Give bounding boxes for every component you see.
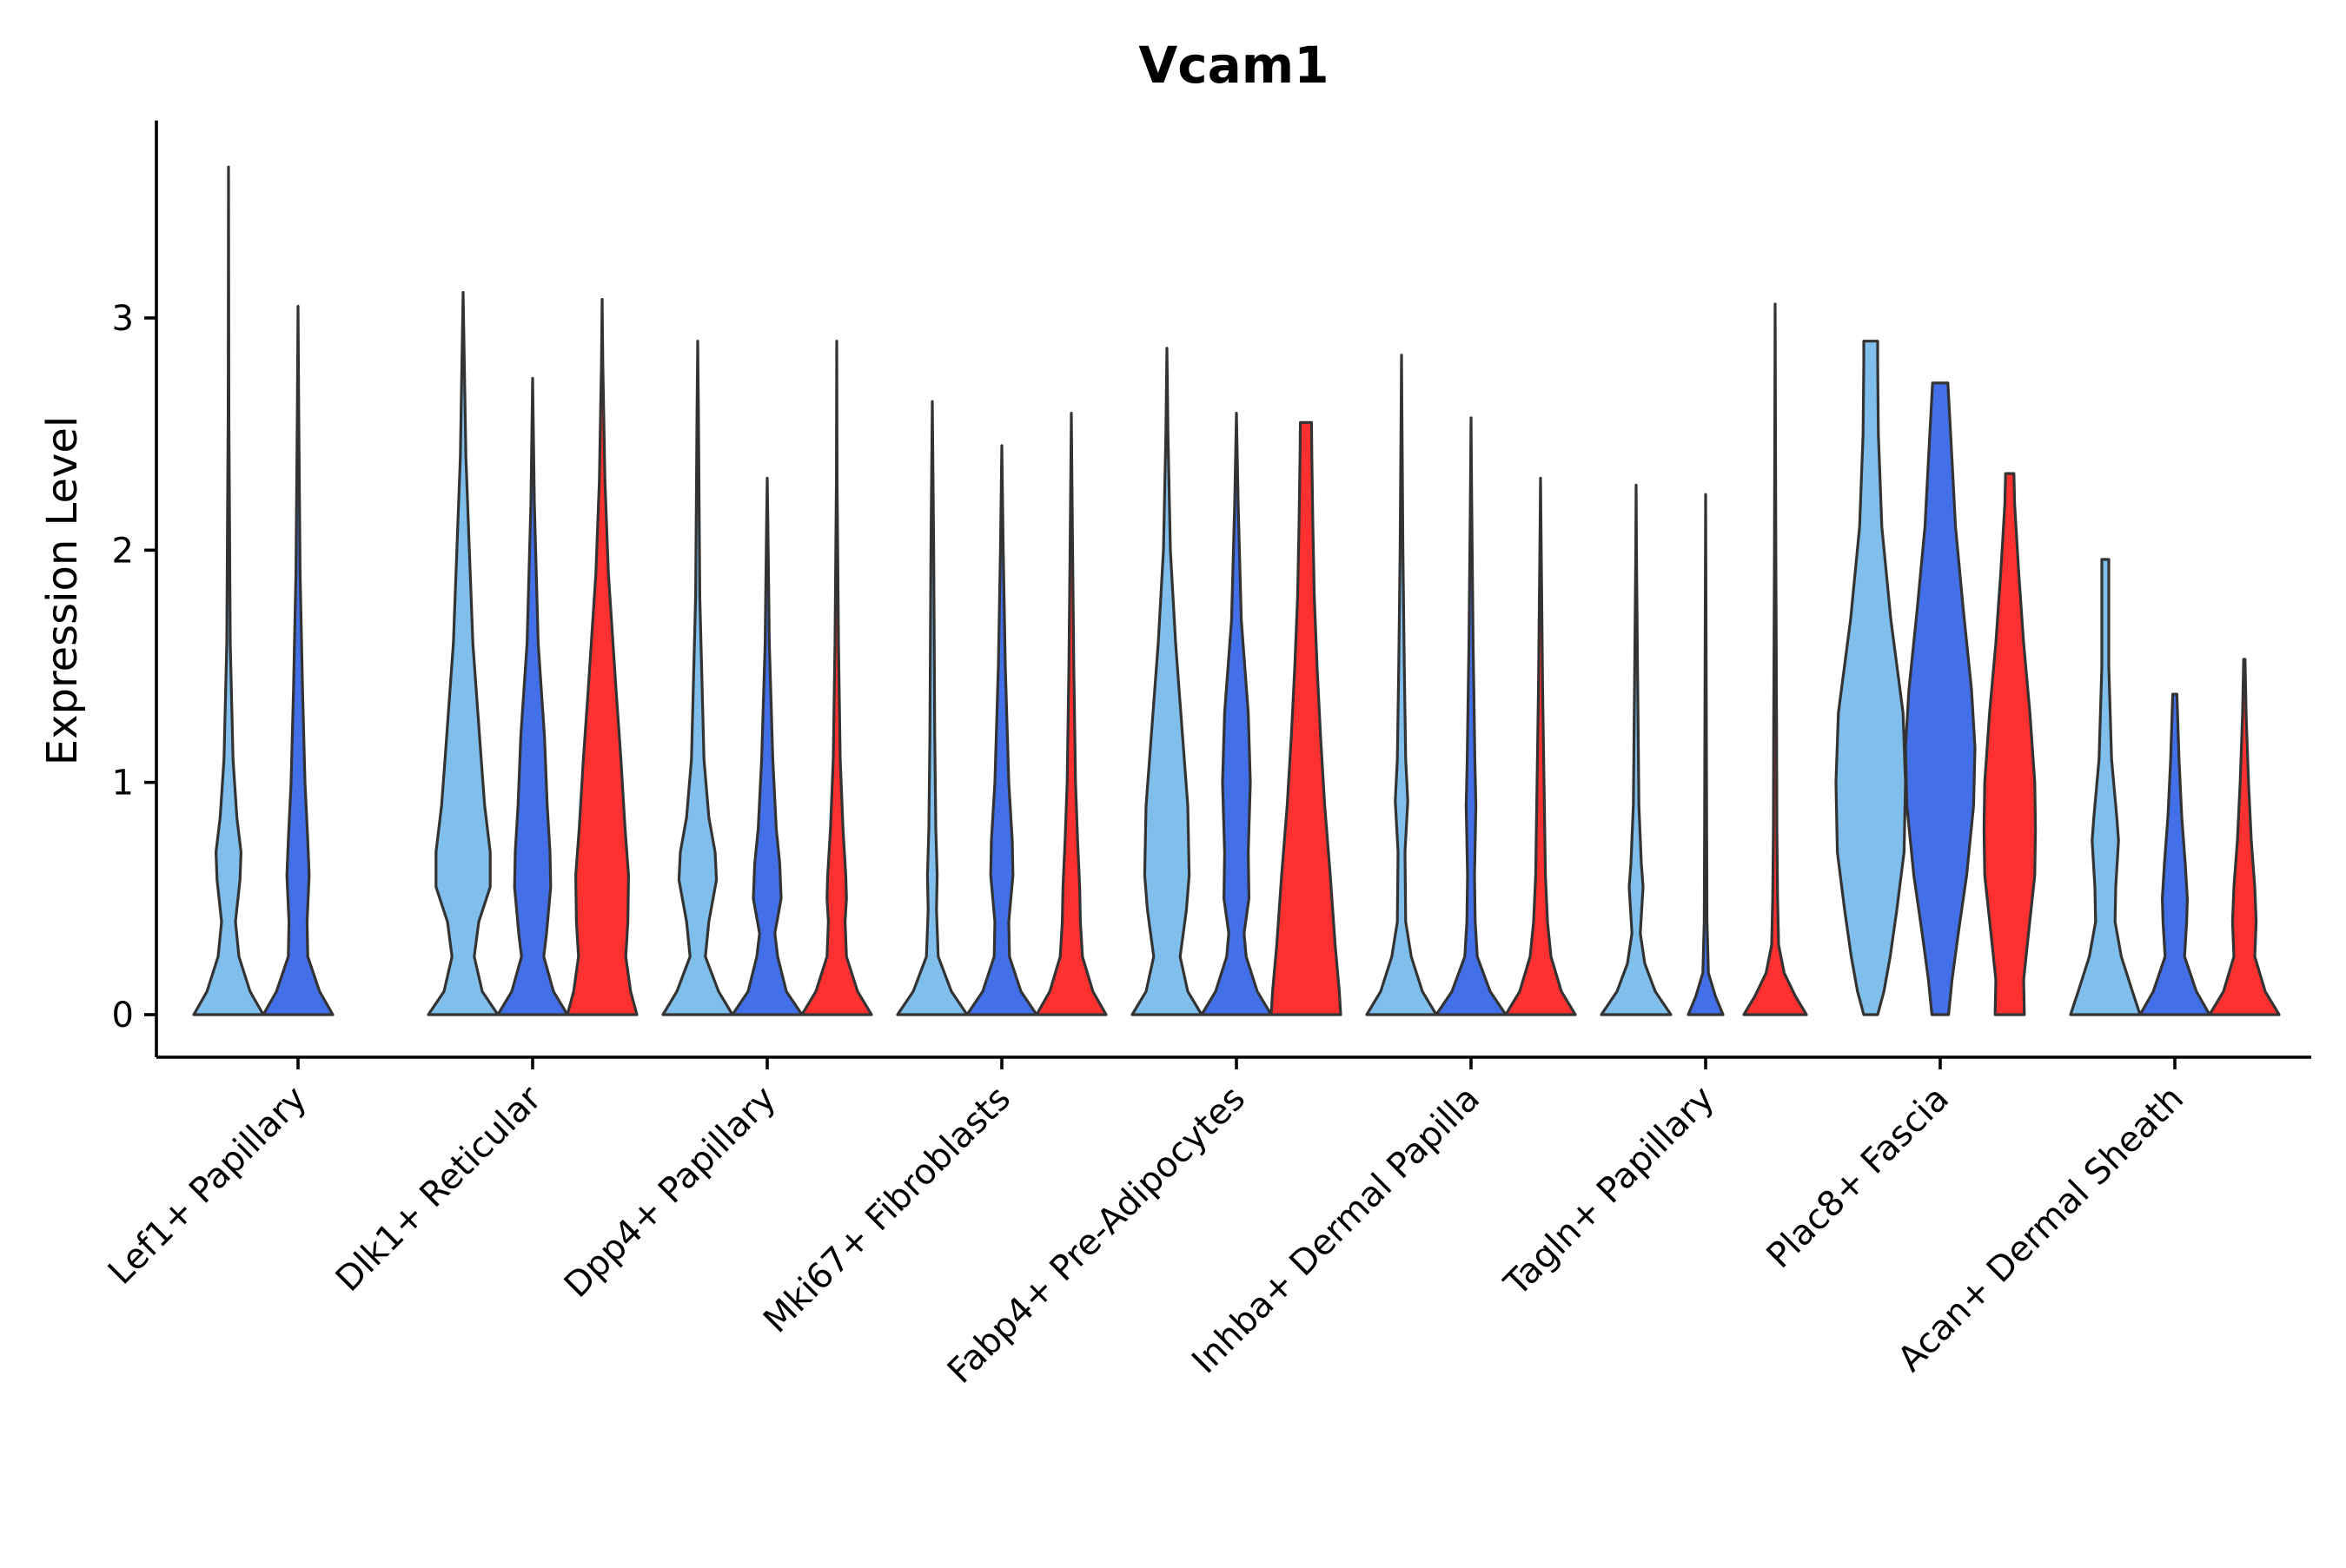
violin-3-dlk1-reticular [566, 298, 639, 1016]
violin-2-dlk1-reticular [496, 376, 569, 1016]
x-tick-label: Plac8+ Fascia [1760, 1079, 1958, 1277]
violins-layer [192, 165, 2281, 1016]
violin-2-acan-dermal-sheath [2138, 692, 2211, 1016]
violin-3-mki67-fibroblasts [1035, 412, 1108, 1016]
violin-1-plac8-fascia [1834, 340, 1907, 1016]
violin-2-dpp4-papillary [731, 476, 804, 1016]
violin-1-dpp4-papillary [661, 340, 734, 1016]
violin-2-mki67-fibroblasts [965, 444, 1038, 1016]
violin-3-inhba-dermal-papilla [1504, 476, 1577, 1016]
x-tick-label: Mki67+ Fibroblasts [756, 1079, 1018, 1341]
axes-layer: 0 1 2 3 Lef1+ Papillary Dlk1+ Reticular Dpp4+ … [101, 120, 2311, 1392]
violin-3-acan-dermal-sheath [2208, 658, 2281, 1016]
violin-2-plac8-fascia [1904, 381, 1977, 1016]
x-tick-label: Dlk1+ Reticular [328, 1078, 550, 1300]
y-axis-label: Expression Level [38, 416, 87, 766]
violin-2-lef1-papillary [262, 305, 335, 1016]
chart-title: Vcam1 [1138, 36, 1329, 95]
y-tick-label: 1 [112, 764, 134, 804]
violin-2-fabp4-pre-adipocytes [1200, 412, 1273, 1016]
y-tick-label: 3 [112, 299, 134, 339]
violin-2-tagln-papillary [1687, 493, 1725, 1016]
violin-2-inhba-dermal-papilla [1435, 416, 1508, 1016]
y-tick-label: 2 [112, 531, 134, 571]
violin-3-fabp4-pre-adipocytes [1269, 420, 1342, 1016]
x-tick-label: Tagln+ Papillary [1496, 1079, 1722, 1305]
violin-1-inhba-dermal-papilla [1365, 354, 1438, 1016]
violin-3-tagln-papillary [1742, 302, 1808, 1016]
y-tick-label: 0 [112, 996, 134, 1035]
violin-1-tagln-papillary [1600, 483, 1673, 1016]
violin-1-dlk1-reticular [427, 291, 500, 1016]
violin-3-plac8-fascia [1982, 472, 2038, 1016]
violin-1-mki67-fibroblasts [896, 400, 969, 1016]
violin-1-acan-dermal-sheath [2069, 558, 2142, 1016]
violin-1-fabp4-pre-adipocytes [1130, 347, 1203, 1016]
violin-3-dpp4-papillary [800, 340, 873, 1016]
x-tick-label: Dpp4+ Papillary [557, 1079, 784, 1306]
violin-1-lef1-papillary [192, 165, 265, 1016]
x-tick-label: Lef1+ Papillary [101, 1079, 315, 1293]
